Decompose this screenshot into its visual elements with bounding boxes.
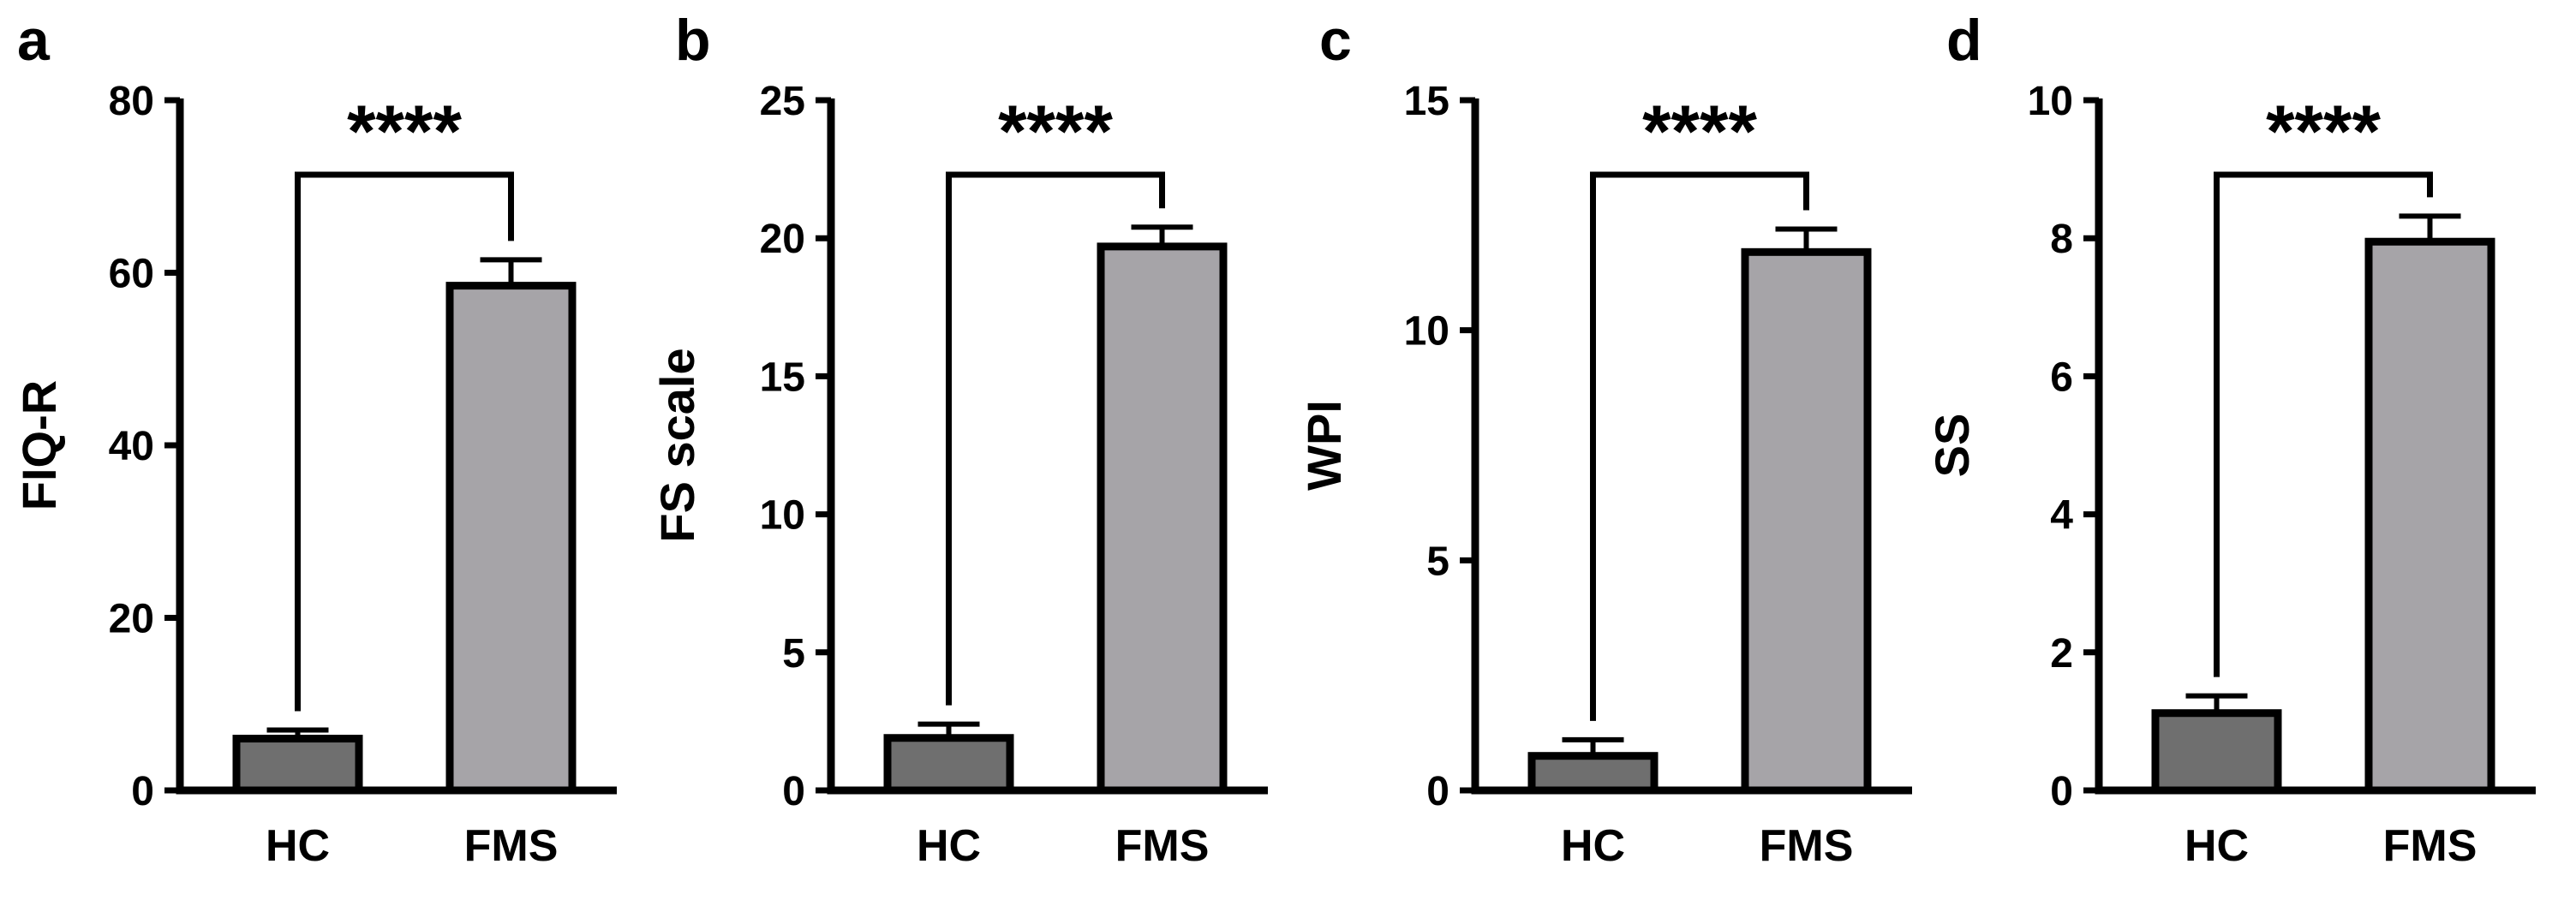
chart-panel-c: c WPI 0 5 10 15 HC FMS **** [1297, 8, 1912, 871]
y-axis-label: SS [1925, 414, 1979, 478]
significance-bracket [946, 171, 1165, 706]
bar-hc [2151, 709, 2282, 795]
bar-hc [883, 734, 1014, 795]
chart-panel-a: a FIQ-R 0 20 40 60 80 HC FMS **** [12, 8, 617, 871]
y-tick-label: 0 [2050, 769, 2073, 814]
significance-bracket [295, 171, 514, 712]
y-tick-label: 2 [2050, 631, 2073, 676]
x-tick-label: HC [2185, 821, 2249, 871]
y-axis-label: FIQ-R [12, 380, 66, 510]
y-tick-label: 20 [760, 217, 805, 262]
significance-bracket [1590, 171, 1809, 721]
bar-fms [1741, 247, 1872, 795]
y-tick-label: 6 [2050, 355, 2073, 400]
y-tick-label: 4 [2050, 493, 2073, 539]
y-tick-label: 60 [109, 252, 154, 297]
y-tick-label: 10 [1404, 309, 1449, 355]
y-tick-label: 0 [1426, 769, 1449, 814]
y-tick-label: 10 [2028, 79, 2073, 124]
panel-label: d [1946, 8, 1982, 73]
y-tick-label: 0 [131, 769, 154, 814]
bar-fms [2364, 237, 2495, 795]
y-tick-label: 80 [109, 79, 154, 124]
y-tick-label: 5 [1426, 539, 1449, 584]
chart-panel-b: b FS scale 0 5 10 15 20 25 HC FMS **** [650, 8, 1268, 871]
y-tick-label: 15 [1404, 79, 1449, 124]
panel-label: a [17, 8, 51, 73]
y-tick-label: 40 [109, 424, 154, 469]
x-tick-label: FMS [1760, 821, 1854, 871]
bar-fms [1097, 242, 1228, 795]
y-tick-label: 15 [760, 355, 805, 400]
bar-hc [232, 735, 363, 795]
chart-panel-d: d SS 0 2 4 6 8 10 HC FMS **** [1925, 8, 2536, 871]
x-tick-label: HC [1561, 821, 1625, 871]
y-tick-label: 0 [782, 769, 805, 814]
y-tick-label: 8 [2050, 217, 2073, 262]
y-tick-label: 10 [760, 493, 805, 539]
x-tick-label: FMS [464, 821, 559, 871]
bar-fms [445, 282, 577, 795]
significance-label: **** [347, 91, 462, 173]
significance-label: **** [1642, 91, 1757, 173]
y-tick-label: 20 [109, 597, 154, 642]
y-axis-label: WPI [1297, 400, 1351, 491]
y-tick-label: 25 [760, 79, 805, 124]
panel-label: b [675, 8, 711, 73]
y-tick-label: 5 [782, 631, 805, 676]
panel-label: c [1319, 8, 1352, 73]
significance-bracket [2214, 171, 2433, 677]
x-tick-label: FMS [1115, 821, 1210, 871]
x-tick-label: FMS [2383, 821, 2477, 871]
x-tick-label: HC [917, 821, 981, 871]
y-axis-label: FS scale [650, 348, 704, 542]
significance-label: **** [998, 91, 1113, 173]
x-tick-label: HC [266, 821, 330, 871]
significance-label: **** [2266, 91, 2381, 173]
bar-hc [1527, 752, 1659, 795]
